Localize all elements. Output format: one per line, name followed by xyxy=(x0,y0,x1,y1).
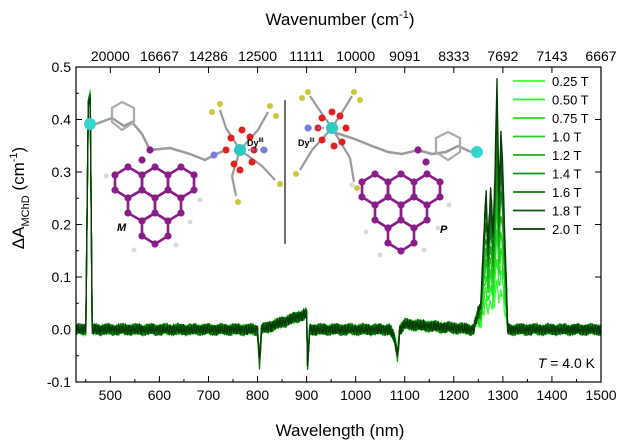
legend-label: 0.50 T xyxy=(552,93,589,108)
legend-label: 0.75 T xyxy=(552,111,589,126)
top-x-tick-label: 12500 xyxy=(238,48,277,64)
inset-label-M: M xyxy=(117,222,127,234)
y-tick-label: -0.1 xyxy=(47,374,71,390)
x-tick-label: 1200 xyxy=(438,387,469,403)
top-x-tick-label: 8333 xyxy=(438,48,469,64)
x-tick-label: 600 xyxy=(148,387,172,403)
x-tick-label: 1400 xyxy=(536,387,567,403)
y-tick-label: 0.5 xyxy=(52,59,72,75)
x-tick-label: 700 xyxy=(197,387,221,403)
top-x-tick-label: 9091 xyxy=(389,48,420,64)
legend-label: 1.2 T xyxy=(552,148,581,163)
x-tick-label: 500 xyxy=(99,387,123,403)
legend-label: 0.25 T xyxy=(552,74,589,89)
inset-ion-label-right: DyIII xyxy=(298,138,315,148)
ticks-layer: 500 600 700 800 900 1000 1100 1200 1300 1400 1500 2… xyxy=(47,48,617,403)
series-line xyxy=(76,96,601,361)
pyridyl-cap-atom xyxy=(471,146,483,158)
inset-ion-label-left: DyIII xyxy=(247,138,264,148)
x-axis-title: Wavelength (nm) xyxy=(276,421,405,440)
top-x-tick-label: 14286 xyxy=(189,48,228,64)
legend-label: 2.0 T xyxy=(552,222,581,237)
x-tick-label: 900 xyxy=(295,387,319,403)
y-tick-label: 0.3 xyxy=(52,164,72,180)
top-x-tick-label: 7143 xyxy=(536,48,567,64)
molecule-inset: DyIII M xyxy=(84,89,483,258)
top-x-tick-label: 10000 xyxy=(336,48,375,64)
top-x-tick-label: 6667 xyxy=(585,48,616,64)
y-tick-label: 0.2 xyxy=(52,217,72,233)
molecule-M-picture: DyIII M xyxy=(84,101,283,253)
legend-label: 1.0 T xyxy=(552,130,581,145)
dy-ion-left xyxy=(234,144,246,156)
series-line xyxy=(76,78,601,366)
top-axis-title: Wavenumber (cm-1) xyxy=(266,9,415,29)
series-layer xyxy=(76,78,601,370)
molecule-P-picture: DyIII P xyxy=(293,89,483,258)
pyridyl-cap-atom xyxy=(84,118,96,130)
y-tick-label: 0.4 xyxy=(52,112,72,128)
x-tick-label: 1300 xyxy=(487,387,518,403)
top-x-tick-label: 7692 xyxy=(487,48,518,64)
y-axis-title: ΔAMChD (cm-1) xyxy=(8,147,32,249)
legend-label: 1.6 T xyxy=(552,185,581,200)
legend: 0.25 T 0.50 T 0.75 T 1.0 T 1.2 T 1.4 T 1.6 T 1.… xyxy=(513,74,589,237)
inset-label-P: P xyxy=(440,224,448,236)
y-tick-label: 0.0 xyxy=(52,322,72,338)
top-x-tick-label: 16667 xyxy=(140,48,179,64)
x-tick-label: 800 xyxy=(246,387,270,403)
top-x-tick-label: 20000 xyxy=(91,48,130,64)
legend-label: 1.8 T xyxy=(552,204,581,219)
legend-label: 1.4 T xyxy=(552,167,581,182)
x-tick-label: 1500 xyxy=(585,387,616,403)
y-tick-label: 0.1 xyxy=(52,269,72,285)
top-x-tick-label: 11111 xyxy=(289,48,324,64)
x-tick-label: 1000 xyxy=(340,387,371,403)
x-tick-label: 1100 xyxy=(390,387,420,403)
dy-ion-right xyxy=(326,122,338,134)
temperature-annotation: T = 4.0 K xyxy=(538,355,596,371)
